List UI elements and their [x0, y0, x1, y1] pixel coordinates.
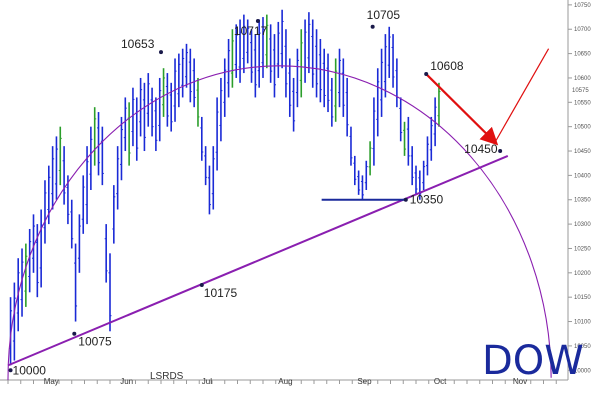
annotation-dot	[8, 368, 13, 373]
annotation-dot	[370, 24, 375, 29]
annotation-label: 10717	[234, 24, 268, 38]
annotation-label: 10608	[430, 59, 464, 73]
annotation-label: 10653	[121, 37, 155, 51]
annotation-label: 10705	[367, 8, 401, 22]
last-price-label: 10575	[572, 88, 589, 94]
plot-background	[0, 0, 568, 380]
arc-pattern-curve	[7, 65, 552, 381]
annotation-dot	[403, 197, 408, 202]
x-month-label: Jul	[202, 377, 212, 386]
y-tick-label: 10050	[574, 344, 591, 350]
annotation-dot	[255, 18, 260, 23]
x-month-label: May	[44, 377, 59, 386]
technical-overlays	[7, 48, 552, 381]
x-month-label: Nov	[513, 377, 527, 386]
y-tick-label: 10450	[574, 149, 591, 155]
annotation-dot	[72, 331, 77, 336]
price-bars	[9, 9, 441, 366]
annotation-dot	[199, 283, 204, 287]
annotation-label: 10175	[204, 286, 238, 300]
annotation-label: 10075	[78, 335, 112, 349]
x-axis-day-ticks	[7, 380, 557, 384]
y-tick-label: 10500	[574, 125, 591, 131]
annotation-label: 10450	[464, 142, 498, 156]
y-tick-label: 10650	[574, 52, 591, 58]
source-label: LSRDS	[150, 371, 184, 382]
y-tick-label: 10350	[574, 198, 591, 204]
y-tick-label: 10000	[574, 368, 591, 374]
y-tick-label: 10700	[574, 27, 591, 33]
y-tick-label: 10200	[574, 271, 591, 277]
projection-down-arrow	[425, 73, 499, 146]
support-trendline	[7, 154, 509, 367]
y-axis-ticks: 10000 10050 10100 10150 10200 10250 10300 10350…	[568, 3, 591, 374]
x-month-label: Oct	[434, 377, 447, 386]
y-tick-label: 10400	[574, 173, 591, 179]
annotation-dot	[498, 149, 503, 154]
y-tick-label: 10300	[574, 222, 591, 228]
y-tick-label: 10550	[574, 100, 591, 106]
y-tick-label: 10100	[574, 320, 591, 326]
y-tick-label: 10250	[574, 246, 591, 252]
price-annotations: 10000 10075 10175 10653 10717 10705 10608 10450…	[8, 8, 503, 377]
annotation-label: 10350	[410, 193, 444, 207]
x-month-label: Jun	[120, 377, 133, 386]
annotation-dot	[424, 72, 429, 77]
chart-title: DOW	[482, 338, 584, 384]
annotation-label: 10000	[13, 363, 47, 377]
y-tick-label: 10750	[574, 3, 591, 9]
x-month-label: Aug	[278, 377, 292, 386]
annotation-dot	[159, 50, 163, 55]
y-tick-label: 10150	[574, 295, 591, 301]
projection-up-line	[494, 48, 550, 143]
y-tick-label: 10600	[574, 76, 591, 82]
